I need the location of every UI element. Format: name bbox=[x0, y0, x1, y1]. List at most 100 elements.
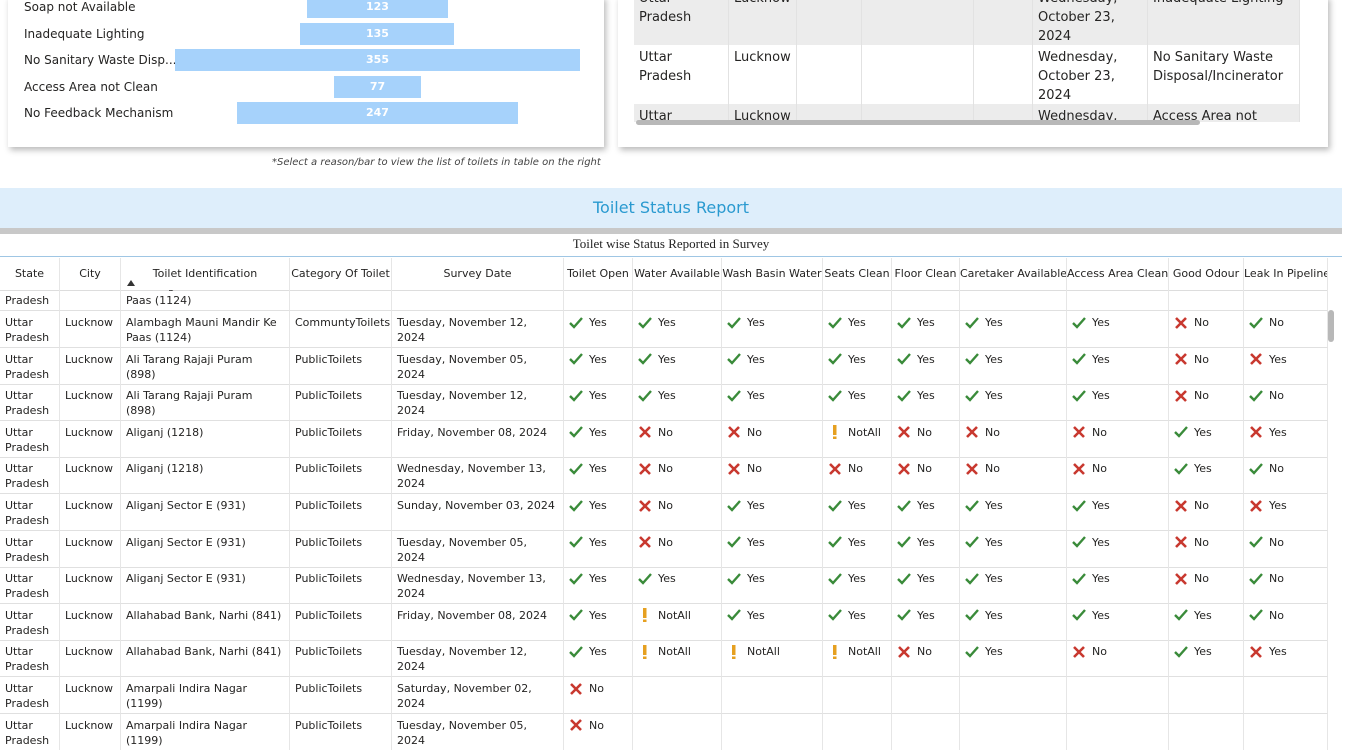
status-icon-ok bbox=[638, 389, 652, 402]
status-text: No bbox=[1092, 645, 1107, 659]
table-cell: Lucknow bbox=[60, 494, 121, 531]
status-icon-bad bbox=[1250, 353, 1262, 366]
status: Yes bbox=[727, 571, 817, 586]
table-cell: PublicToilets bbox=[290, 384, 392, 422]
status: Yes bbox=[965, 388, 1061, 403]
reason-cell: Wednesday, bbox=[1033, 104, 1148, 122]
table-cell: Yes bbox=[633, 311, 722, 348]
table-cell: NotAll bbox=[633, 640, 722, 678]
status: Yes bbox=[1072, 388, 1163, 403]
table-cell: Yes bbox=[1169, 603, 1244, 641]
bar[interactable] bbox=[307, 0, 448, 18]
bar[interactable] bbox=[175, 49, 580, 71]
status-icon-ok bbox=[828, 353, 842, 365]
table-cell: Yes bbox=[960, 311, 1067, 348]
table-cell: No bbox=[564, 677, 633, 714]
status-icon-ok bbox=[638, 353, 652, 365]
status-icon-bad bbox=[1175, 353, 1187, 366]
status-icon-ok bbox=[897, 389, 911, 402]
status-text: Yes bbox=[1092, 499, 1110, 512]
table-cell: Yes bbox=[1169, 420, 1244, 458]
column-header[interactable]: Good Odour bbox=[1169, 258, 1244, 290]
column-header[interactable]: Floor Clean bbox=[892, 258, 960, 290]
table-cell: Lucknow bbox=[60, 530, 121, 568]
status-text: No bbox=[658, 535, 673, 549]
empty-cell bbox=[974, 45, 1033, 104]
column-header[interactable]: Toilet Identification bbox=[121, 258, 290, 290]
status-text: Yes bbox=[917, 608, 935, 622]
table-cell: Lucknow bbox=[60, 567, 121, 605]
table-cell: No bbox=[960, 420, 1067, 458]
status-text: Yes bbox=[985, 608, 1003, 622]
status-text: NotAll bbox=[848, 425, 881, 439]
status-text: Yes bbox=[985, 645, 1003, 659]
status-icon-ok bbox=[638, 316, 652, 329]
status-icon-ok bbox=[569, 646, 583, 658]
status: No bbox=[897, 644, 954, 659]
status: No bbox=[1249, 535, 1322, 550]
table-cell: Friday, November 08, 2024 bbox=[392, 420, 564, 458]
horizontal-scrollbar[interactable] bbox=[636, 120, 1200, 125]
bar[interactable] bbox=[300, 22, 455, 45]
table-cell: NotAll bbox=[823, 640, 892, 678]
status: NotAll bbox=[828, 425, 886, 440]
table-cell bbox=[722, 677, 823, 714]
status-text: No bbox=[917, 462, 932, 476]
status-text: Yes bbox=[1092, 389, 1110, 403]
table-cell bbox=[564, 290, 633, 311]
status-icon-bad bbox=[1175, 572, 1187, 585]
column-header[interactable]: Water Available bbox=[633, 258, 722, 290]
table-cell bbox=[633, 713, 722, 750]
table-cell: No bbox=[633, 530, 722, 568]
table-cell: No bbox=[1067, 457, 1169, 495]
table-cell: Uttar Pradesh bbox=[0, 311, 60, 348]
column-header[interactable]: State bbox=[0, 258, 60, 290]
reason-cell: Wednesday, October 23, 2024 bbox=[1033, 0, 1148, 45]
table-cell: Amarpali Indira Nagar (1199) bbox=[121, 677, 290, 714]
column-header[interactable]: Wash Basin Water bbox=[722, 258, 823, 290]
column-header[interactable]: Access Area Clean bbox=[1067, 258, 1169, 290]
column-header[interactable]: Survey Date bbox=[392, 258, 564, 290]
table-cell: Yes bbox=[1067, 567, 1169, 605]
table-cell: Yes bbox=[1067, 311, 1169, 348]
category-label: Inadequate Lighting bbox=[24, 26, 145, 41]
status: No bbox=[638, 461, 716, 476]
bar[interactable] bbox=[333, 75, 422, 98]
column-header[interactable]: Seats Clean bbox=[823, 258, 892, 290]
vertical-scrollbar[interactable] bbox=[1328, 310, 1334, 342]
table-cell: Yes bbox=[892, 494, 960, 531]
bar[interactable] bbox=[236, 102, 519, 124]
table-cell: No bbox=[1244, 567, 1328, 605]
table-cell bbox=[1244, 713, 1328, 750]
column-header[interactable]: Leak In Pipeline bbox=[1244, 258, 1328, 290]
column-header[interactable]: Toilet Open bbox=[564, 258, 633, 290]
table-cell: No bbox=[1169, 567, 1244, 605]
table-cell: Yes bbox=[823, 347, 892, 385]
table-cell bbox=[823, 713, 892, 750]
status: Yes bbox=[569, 498, 627, 513]
status-text: No bbox=[747, 462, 762, 476]
status-icon-ok bbox=[727, 499, 741, 512]
table-cell: Uttar Pradesh bbox=[0, 420, 60, 458]
column-header[interactable]: Category Of Toilet bbox=[290, 258, 392, 290]
status-icon-ok bbox=[1174, 463, 1188, 475]
table-cell: Yes bbox=[633, 567, 722, 605]
status: Yes bbox=[828, 535, 886, 550]
column-header[interactable]: Caretaker Available bbox=[960, 258, 1067, 290]
status-icon-ok bbox=[897, 536, 911, 548]
table-cell: No bbox=[892, 457, 960, 495]
status-text: Yes bbox=[985, 316, 1003, 329]
status-icon-warn bbox=[833, 644, 837, 659]
column-header[interactable]: City bbox=[60, 258, 121, 290]
status-icon-bad bbox=[898, 426, 910, 439]
table-cell: Lucknow bbox=[60, 311, 121, 348]
status: Yes bbox=[1174, 644, 1238, 659]
table-cell: PublicToilets bbox=[290, 713, 392, 750]
status-text: No bbox=[917, 425, 932, 439]
table-cell bbox=[1169, 713, 1244, 750]
status-icon-ok bbox=[965, 536, 979, 548]
